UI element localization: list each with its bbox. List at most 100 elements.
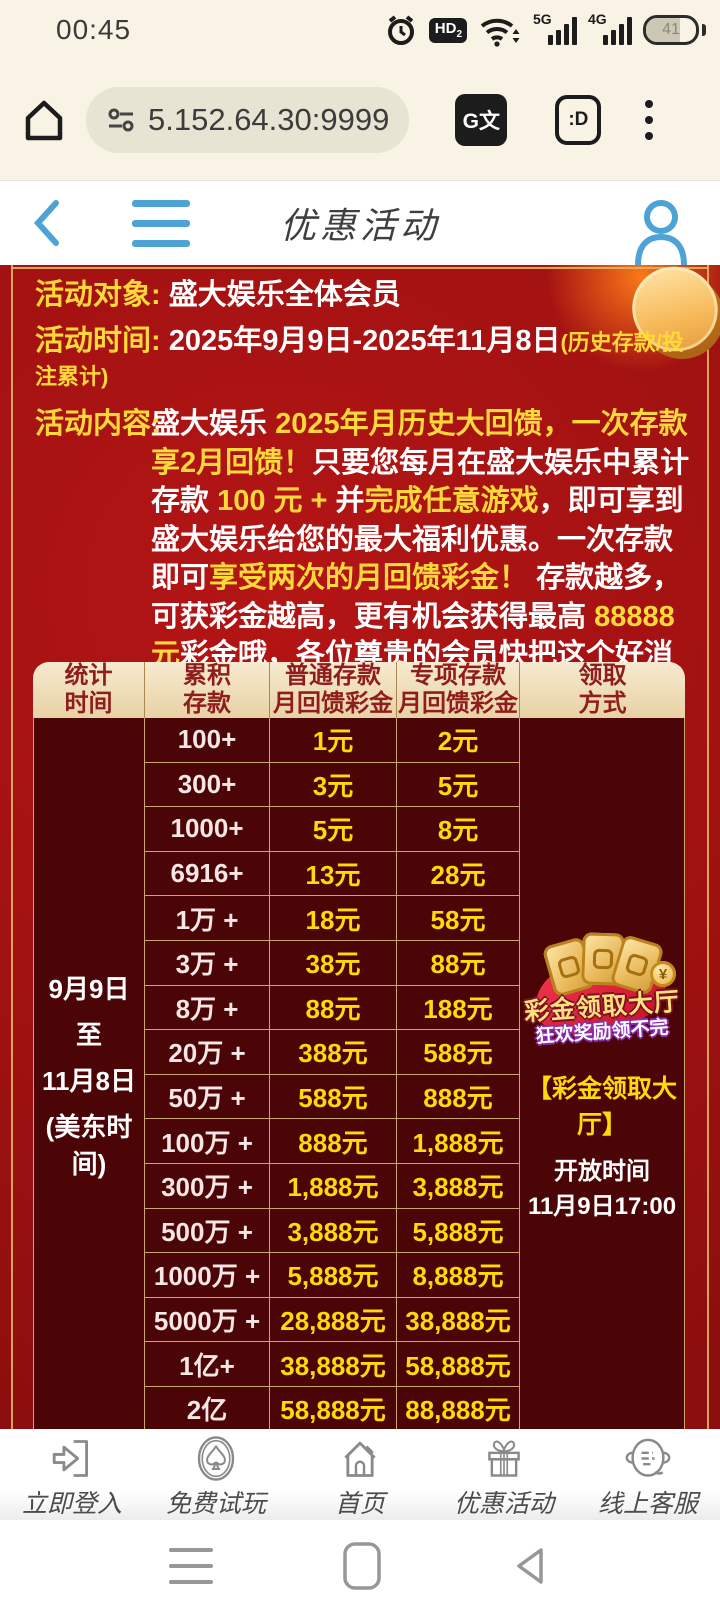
normal-rebate-cell: 13元 [270, 851, 397, 897]
tab-switcher-button[interactable]: :D [555, 95, 602, 145]
nav-item-customer-service[interactable]: 线上客服 [576, 1429, 720, 1520]
deposit-cell: 1000+ [145, 807, 270, 852]
nav-item-promotions[interactable]: 优惠活动 [432, 1429, 576, 1520]
translate-icon[interactable]: G文 [455, 94, 508, 146]
normal-rebate-cell: 58,888元 [270, 1386, 397, 1429]
deposit-cell: 1万 + [145, 896, 270, 941]
hd-voice-icon: HD2 [428, 17, 467, 43]
special-rebate-cell: 88元 [397, 940, 520, 986]
deposit-cell: 300+ [145, 762, 270, 808]
promo-target-value: 盛大娱乐全体会员 [168, 279, 401, 311]
promo-highlight-text: 完成任意游戏 [364, 485, 539, 518]
page-header: 优惠活动 [0, 180, 720, 265]
deposit-cell: 1亿+ [145, 1342, 270, 1387]
badge-coin-icon: ¥ [650, 961, 676, 988]
normal-rebate-cell: 38,888元 [270, 1342, 397, 1387]
battery-icon: 41 [643, 15, 699, 45]
special-rebate-cell: 5,888元 [397, 1208, 520, 1254]
customer-service-icon [625, 1438, 671, 1477]
normal-rebate-cell: 1元 [270, 718, 397, 763]
battery-tip [702, 24, 706, 36]
rebate-table-header: 统计 时间 累积 存款 普通存款 月回馈彩金 专项存款 月回馈彩金 领取 方式 [33, 662, 685, 718]
deposit-cell: 20万 + [145, 1030, 270, 1075]
stat-period-line: 9月9日 [48, 974, 130, 1004]
nav-item-login[interactable]: 立即登入 [0, 1429, 144, 1520]
header-accumulated-deposit: 累积 存款 [145, 662, 270, 718]
promo-target-label: 活动对象: [35, 279, 161, 311]
special-rebate-cell: 1,888元 [397, 1119, 520, 1164]
normal-rebate-cell: 3,888元 [270, 1208, 397, 1254]
promo-highlight-text: 100 元 + [217, 485, 328, 518]
spade-icon [197, 1436, 235, 1481]
address-bar[interactable]: 5.152.64.30:9999 [86, 87, 410, 153]
stat-period-line: 11月8日 [42, 1066, 136, 1096]
stat-period-cell: 9月9日至 11月8日 (美东时间) [34, 718, 145, 1429]
special-rebate-cell: 5元 [397, 762, 520, 808]
promo-content-paragraph: 活动内容: 盛大娱乐 2025年月历史大回馈，一次存款享2月回馈！只要您每月在盛… [35, 405, 692, 752]
normal-rebate-cell: 28,888元 [270, 1297, 397, 1343]
stat-period-line: 至 [75, 1020, 102, 1050]
deposit-cell: 2亿 [145, 1386, 270, 1429]
promo-plain-text: 并 [327, 485, 365, 518]
page-title: 优惠活动 [279, 206, 440, 247]
url-text[interactable]: 5.152.64.30:9999 [148, 102, 390, 137]
special-rebate-cell: 2元 [397, 718, 520, 763]
android-navigation-bar [0, 1520, 720, 1612]
promo-plain-text: 存款越多，可获彩金越高，更有机会获得最高 [151, 562, 682, 633]
normal-rebate-cell: 38元 [270, 940, 397, 986]
normal-rebate-cell: 88元 [270, 985, 397, 1031]
frame-line-right [707, 265, 709, 1429]
promo-page-body: 活动对象: 盛大娱乐全体会员 活动时间: 2025年9月9日-2025年11月8… [0, 265, 720, 1429]
android-menu-button[interactable] [169, 1548, 213, 1584]
site-bottom-nav: 立即登入 免费试玩 首页 优惠活动 线上客服 [0, 1429, 720, 1520]
promo-content-label: 活动内容: [35, 408, 161, 441]
promo-target-row: 活动对象: 盛大娱乐全体会员 [35, 279, 692, 312]
promo-highlight-text: 2025年月历史大回馈，一次存款享2月回馈！ [151, 408, 688, 479]
promo-time-row: 活动时间: 2025年9月9日-2025年11月8日(历史存款/投注累计) [35, 325, 692, 392]
frame-line-top [11, 267, 709, 269]
signal-4g-icon: 4G [588, 12, 632, 47]
gift-icon [488, 1440, 520, 1477]
normal-rebate-cell: 5,888元 [270, 1253, 397, 1298]
normal-rebate-cell: 588元 [270, 1074, 397, 1120]
claim-hall-title: 【彩金领取大厅】 [526, 1075, 677, 1140]
menu-button[interactable] [132, 199, 190, 247]
deposit-cell: 3万 + [145, 940, 270, 986]
frame-line-left [11, 265, 13, 1429]
deposit-cell: 100万 + [145, 1119, 270, 1164]
nav-item-home[interactable]: 首页 [288, 1429, 432, 1520]
rebate-rows: 100+ 1元 2元 300+ 3元 5元 1000+ 5元 8元 6916+ 13元 28元 1万 +… [145, 718, 520, 1429]
status-bar: 00:45 HD2 5G 4G 41 [0, 0, 720, 60]
special-rebate-cell: 588元 [397, 1030, 520, 1075]
browser-menu-button[interactable] [645, 100, 654, 140]
nav-item-free-play[interactable]: 免费试玩 [144, 1429, 288, 1520]
promo-plain-text: 只要您每月在盛大娱乐中累计存款 [151, 446, 690, 518]
android-home-button[interactable] [341, 1540, 383, 1592]
bonus-hall-badge: ¥ 彩金领取大厅 狂欢奖励领不完 [522, 925, 682, 1053]
clock-time: 00:45 [56, 14, 132, 45]
header-stat-time: 统计 时间 [33, 662, 145, 718]
normal-rebate-cell: 3元 [270, 762, 397, 808]
deposit-cell: 100+ [145, 718, 270, 763]
android-back-button[interactable] [511, 1544, 551, 1588]
profile-button[interactable] [630, 199, 692, 265]
special-rebate-cell: 28元 [397, 851, 520, 897]
claim-open-time: 开放时间 11月9日17:00 [527, 1158, 677, 1220]
claim-method-cell: ¥ 彩金领取大厅 狂欢奖励领不完 【彩金领取大厅】 开放时间 11月9日17:0… [520, 718, 684, 1429]
promo-plain-text: ，即可享到盛大娱乐给您的最大福利优惠。一次存款即可 [151, 485, 684, 595]
wifi-icon [480, 18, 520, 47]
back-button[interactable] [30, 197, 64, 249]
promo-time-value: 2025年9月9日-2025年11月8日 [168, 325, 561, 358]
special-rebate-cell: 88,888元 [397, 1386, 520, 1429]
promo-content-text: 盛大娱乐 2025年月历史大回馈，一次存款享2月回馈！只要您每月在盛大娱乐中累计… [151, 408, 689, 749]
special-rebate-cell: 58元 [397, 896, 520, 941]
login-icon [52, 1440, 89, 1477]
home-button[interactable] [20, 96, 68, 144]
special-rebate-cell: 8元 [397, 807, 520, 852]
alarm-icon [387, 15, 414, 45]
site-settings-icon[interactable] [106, 105, 136, 135]
special-rebate-cell: 888元 [397, 1074, 520, 1120]
deposit-cell: 50万 + [145, 1074, 270, 1120]
special-rebate-cell: 3,888元 [397, 1163, 520, 1209]
header-normal-rebate: 普通存款 月回馈彩金 [270, 662, 397, 718]
